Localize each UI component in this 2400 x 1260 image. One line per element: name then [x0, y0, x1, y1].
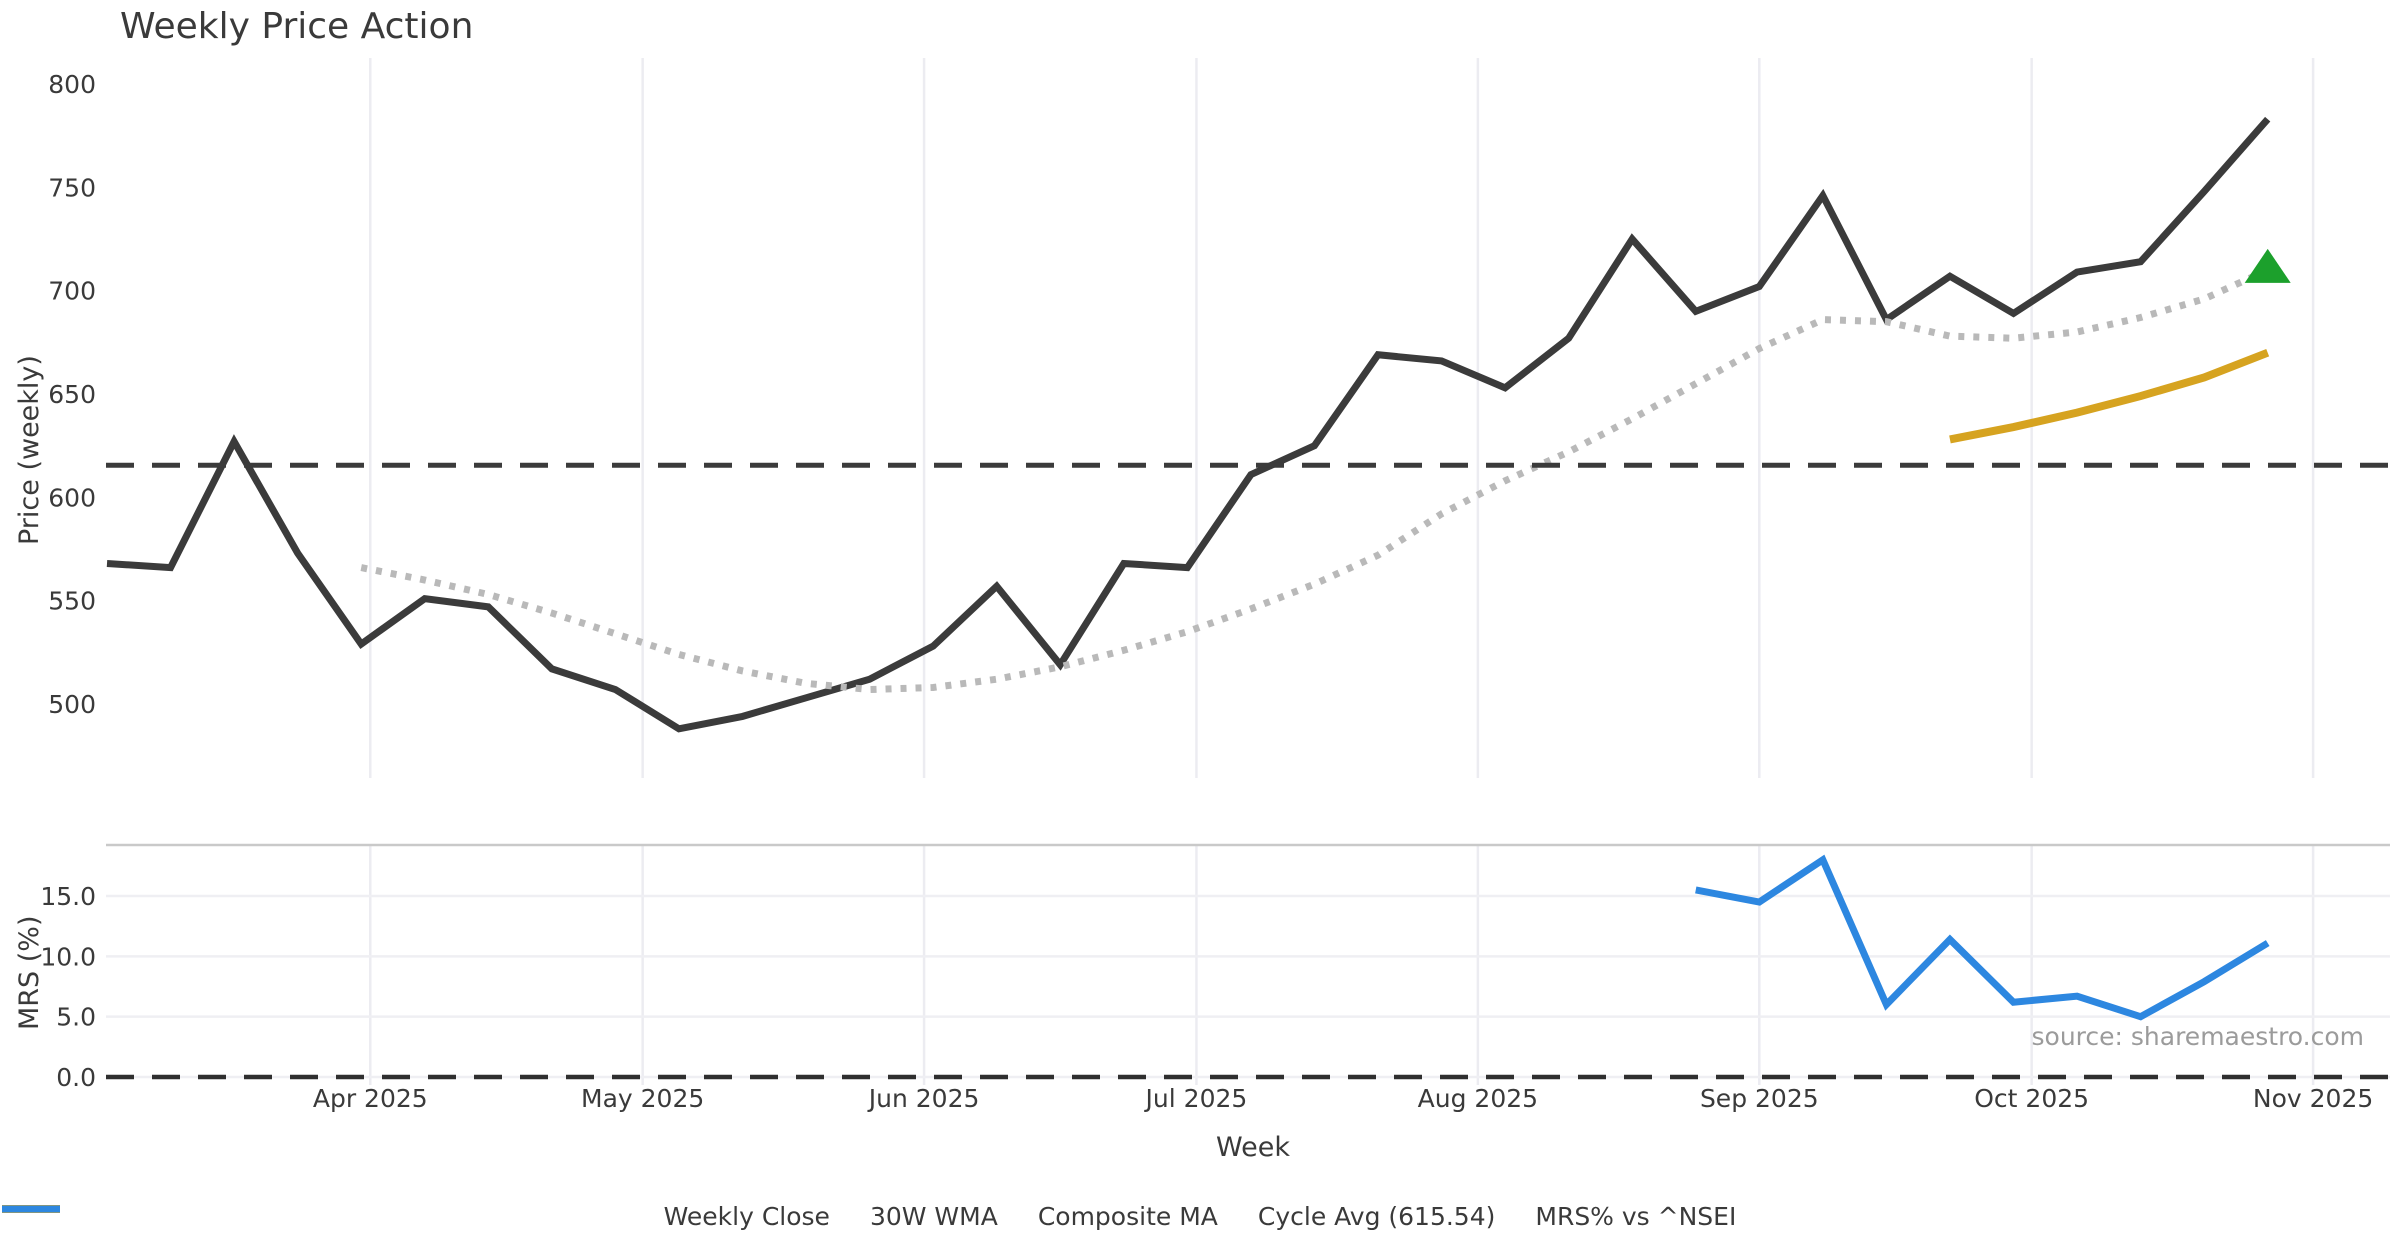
week-axis-label: Week	[1216, 1132, 1290, 1163]
composite-end-triangle-marker	[2244, 248, 2291, 283]
source-credit: source: sharemaestro.com	[2031, 1022, 2365, 1051]
legend-label: Composite MA	[1037, 1202, 1218, 1231]
mrs-tick-label: 15.0	[40, 882, 96, 911]
legend-item-weekly-close: Weekly Close	[2, 1202, 830, 1231]
legend-item-30w-wma: 30W WMA	[2, 1202, 998, 1231]
month-tick-label: Aug 2025	[1418, 1084, 1538, 1113]
chart-title: Weekly Price Action	[120, 6, 474, 47]
price-tick-label: 750	[48, 173, 96, 202]
price-tick-label: 600	[48, 483, 96, 512]
month-tick-label: Jun 2025	[867, 1084, 980, 1113]
mrs-tick-label: 10.0	[40, 942, 96, 971]
series-weekly-close-line	[106, 116, 2271, 733]
month-tick-label: May 2025	[581, 1084, 704, 1113]
legend-item-cycle-avg-615-54-: Cycle Avg (615.54)	[2, 1202, 1496, 1231]
mrs-tick-label: 0.0	[56, 1063, 96, 1092]
price-tick-label: 800	[48, 70, 96, 99]
mrs-tick-label: 5.0	[56, 1003, 96, 1032]
legend: Weekly Close 30W WMA Composite MA Cycle Avg…	[0, 1202, 2400, 1231]
month-tick-label: Apr 2025	[313, 1084, 428, 1113]
month-tick-label: Jul 2025	[1144, 1084, 1248, 1113]
price-tick-label: 700	[48, 277, 96, 306]
legend-item-mrs-vs-nsei: MRS% vs ^NSEI	[2, 1202, 1737, 1231]
month-tick-label: Nov 2025	[2253, 1084, 2373, 1113]
month-tick-label: Sep 2025	[1700, 1084, 1819, 1113]
price-tick-label: 650	[48, 380, 96, 409]
month-tick-label: Oct 2025	[1974, 1084, 2089, 1113]
legend-label: Weekly Close	[663, 1202, 830, 1231]
legend-label: MRS% vs ^NSEI	[1535, 1202, 1737, 1231]
legend-item-composite-ma: Composite MA	[2, 1202, 1218, 1231]
series-composite-ma-line	[360, 266, 2270, 694]
series-30w-wma-line	[1949, 348, 2270, 444]
series-mrs-line	[1695, 854, 2270, 1021]
legend-label: 30W WMA	[869, 1202, 998, 1231]
price-tick-label: 550	[48, 587, 96, 616]
legend-label: Cycle Avg (615.54)	[1257, 1202, 1496, 1231]
price-tick-label: 500	[48, 690, 96, 719]
legend-swatch-solid-line	[2, 1205, 60, 1213]
